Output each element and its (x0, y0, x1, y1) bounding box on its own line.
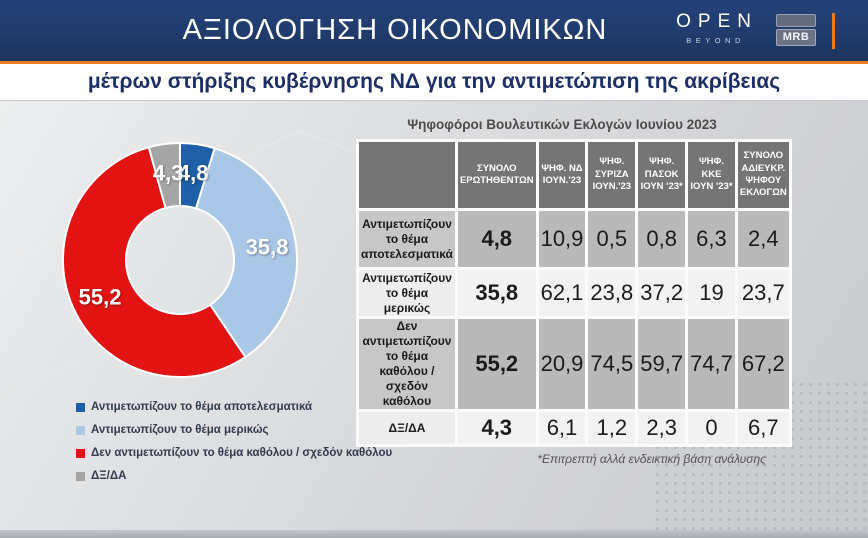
open-logo-text: OPEN (676, 11, 758, 32)
table-row: Αντιμετωπίζουν το θέμα μερικώς 35,8 62,1… (359, 270, 789, 316)
mrb-logo-top-block (776, 14, 816, 27)
table-cell: 67,2 (737, 319, 789, 409)
donut-chart-container: 4,8 35,8 55,2 4,3 (60, 140, 300, 380)
content-area: 4,8 35,8 55,2 4,3 Αντιμετωπίζουν το θέμα απ… (0, 101, 868, 530)
subtitle-band: μέτρων στήριξης κυβέρνησης ΝΔ για την αν… (0, 64, 868, 101)
table-row: Δεν αντιμετωπίζουν το θέμα καθόλου / σχε… (359, 319, 789, 409)
table-cell: 74,7 (688, 319, 735, 409)
poll-results-table: ΣΥΝΟΛΟ ΕΡΩΤΗΘΕΝΤΩΝ ΨΗΦ. ΝΔ ΙΟΥΝ.'23 ΨΗΦ.… (356, 139, 792, 447)
orange-divider (0, 61, 868, 64)
donut-slice-1 (194, 147, 298, 359)
results-table-area: Ψηφοφόροι Βουλευτικών Εκλογών Ιουνίου 20… (356, 117, 792, 466)
header-band: ΑΞΙΟΛΟΓΗΣΗ ΟΙΚΟΝΟΜΙΚΩΝ OPEN BEYOND MRB (0, 0, 868, 61)
table-row: ΔΞ/ΔΑ 4,3 6,1 1,2 2,3 0 6,7 (359, 412, 789, 444)
table-cell: 37,2 (638, 270, 686, 316)
table-header-row: ΣΥΝΟΛΟ ΕΡΩΤΗΘΕΝΤΩΝ ΨΗΦ. ΝΔ ΙΟΥΝ.'23 ΨΗΦ.… (359, 142, 789, 208)
table-cell: 0 (688, 412, 735, 444)
donut-value-label-0: 4,8 (178, 161, 209, 186)
table-footnote: *Επιτρεπτή αλλά ενδεικτική βάση ανάλυσης (537, 452, 766, 466)
table-row: Αντιμετωπίζουν το θέμα αποτελεσματικά 4,… (359, 211, 789, 267)
table-cell: 0,8 (638, 211, 686, 267)
chart-legend: Αντιμετωπίζουν το θέμα αποτελεσματικά Αν… (76, 400, 392, 492)
col-header-total: ΣΥΝΟΛΟ ΕΡΩΤΗΘΕΝΤΩΝ (457, 142, 536, 208)
legend-label: Αντιμετωπίζουν το θέμα μερικώς (91, 424, 269, 436)
table-corner-cell (359, 142, 455, 208)
legend-swatch-gray (76, 471, 85, 481)
col-header-undeclared: ΣΥΝΟΛΟ ΑΔΙΕΥΚΡ. ΨΗΦΟΥ ΕΚΛΟΓΩΝ (737, 142, 789, 208)
donut-chart: 4,8 35,8 55,2 4,3 (61, 141, 298, 378)
table-cell: 10,9 (538, 211, 586, 267)
row-label: Δεν αντιμετωπίζουν το θέμα καθόλου / σχε… (359, 319, 455, 409)
table-cell: 62,1 (538, 270, 586, 316)
mrb-logo: MRB (776, 14, 816, 46)
legend-label: Δεν αντιμετωπίζουν το θέμα καθόλου / σχε… (91, 447, 393, 459)
table-cell: 1,2 (588, 412, 636, 444)
open-channel-logo: OPEN BEYOND (669, 11, 758, 45)
legend-swatch-lightblue (76, 425, 85, 435)
donut-value-label-3: 4,3 (153, 160, 184, 185)
table-cell: 0,5 (588, 211, 636, 267)
legend-label: ΔΞ/ΔΑ (91, 470, 127, 482)
table-cell: 4,8 (457, 211, 536, 267)
table-cell: 23,8 (588, 270, 636, 316)
row-label: Αντιμετωπίζουν το θέμα αποτελεσματικά (359, 211, 455, 267)
bottom-strip (0, 530, 868, 538)
table-cell: 6,3 (688, 211, 735, 267)
mrb-logo-text: MRB (776, 29, 816, 46)
col-header-nd: ΨΗΦ. ΝΔ ΙΟΥΝ.'23 (538, 142, 586, 208)
col-header-kke: ΨΗΦ. ΚΚΕ ΙΟΥΝ '23* (688, 142, 735, 208)
row-label: Αντιμετωπίζουν το θέμα μερικώς (359, 270, 455, 316)
table-cell: 2,4 (737, 211, 789, 267)
table-cell: 59,7 (638, 319, 686, 409)
legend-item-partially: Αντιμετωπίζουν το θέμα μερικώς (76, 423, 392, 437)
table-cell: 6,1 (538, 412, 586, 444)
orange-accent-bar (832, 13, 835, 49)
table-cell: 2,3 (638, 412, 686, 444)
donut-value-label-2: 55,2 (79, 284, 122, 309)
row-label: ΔΞ/ΔΑ (359, 412, 455, 444)
legend-item-dont-know: ΔΞ/ΔΑ (76, 469, 392, 483)
donut-slice-2 (61, 146, 247, 378)
table-cell: 55,2 (457, 319, 536, 409)
legend-label: Αντιμετωπίζουν το θέμα αποτελεσματικά (91, 401, 313, 413)
col-header-syriza: ΨΗΦ. ΣΥΡΙΖΑ ΙΟΥΝ.'23 (588, 142, 636, 208)
table-cell: 6,7 (737, 412, 789, 444)
legend-item-not-at-all: Δεν αντιμετωπίζουν το θέμα καθόλου / σχε… (76, 446, 392, 460)
table-cell: 20,9 (538, 319, 586, 409)
legend-item-effective: Αντιμετωπίζουν το θέμα αποτελεσματικά (76, 400, 392, 414)
page-title: ΑΞΙΟΛΟΓΗΣΗ ΟΙΚΟΝΟΜΙΚΩΝ (182, 14, 608, 46)
donut-slice-3 (147, 141, 181, 210)
table-cell: 19 (688, 270, 735, 316)
legend-swatch-red (76, 448, 85, 458)
table-cell: 74,5 (588, 319, 636, 409)
legend-swatch-blue (76, 402, 85, 412)
table-cell: 23,7 (737, 270, 789, 316)
open-logo-subtext: BEYOND (686, 36, 745, 45)
subtitle-text: μέτρων στήριξης κυβέρνησης ΝΔ για την αν… (87, 70, 781, 93)
col-header-pasok: ΨΗΦ. ΠΑΣΟΚ ΙΟΥΝ '23* (638, 142, 686, 208)
table-cell: 35,8 (457, 270, 536, 316)
donut-value-label-1: 35,8 (246, 235, 289, 260)
table-cell: 4,3 (457, 412, 536, 444)
table-title: Ψηφοφόροι Βουλευτικών Εκλογών Ιουνίου 20… (407, 117, 717, 132)
